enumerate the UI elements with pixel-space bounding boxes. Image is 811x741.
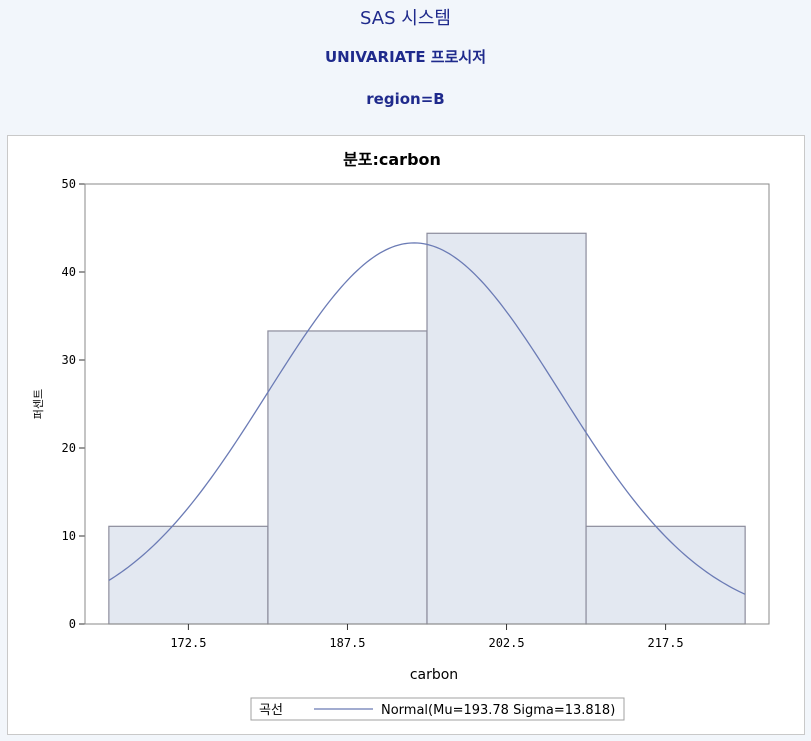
histogram-chart: 분포:carbon 0 10 20 30 40 50 172.5 187.5 202.5 217… bbox=[8, 136, 804, 734]
x-axis-label: carbon bbox=[410, 667, 458, 683]
x-axis: 172.5 187.5 202.5 217.5 bbox=[170, 624, 683, 650]
legend: 곡선 Normal(Mu=193.78 Sigma=13.818) bbox=[251, 698, 624, 720]
x-tick-label-187.5: 187.5 bbox=[329, 636, 365, 650]
y-axis: 0 10 20 30 40 50 bbox=[62, 177, 85, 631]
y-tick-label-20: 20 bbox=[62, 441, 76, 455]
x-tick-label-217.5: 217.5 bbox=[648, 636, 684, 650]
y-tick-label-10: 10 bbox=[62, 529, 76, 543]
bar-180 bbox=[268, 331, 427, 624]
procedure-title: UNIVARIATE 프로시저 bbox=[0, 46, 811, 67]
chart-title: 분포:carbon bbox=[343, 150, 441, 169]
by-group-title: region=B bbox=[0, 90, 811, 108]
y-tick-label-30: 30 bbox=[62, 353, 76, 367]
y-tick-label-40: 40 bbox=[62, 265, 76, 279]
y-tick-label-0: 0 bbox=[69, 617, 76, 631]
x-tick-label-202.5: 202.5 bbox=[488, 636, 524, 650]
y-axis-label: 퍼센트 bbox=[32, 389, 45, 419]
x-tick-label-172.5: 172.5 bbox=[170, 636, 206, 650]
y-tick-label-50: 50 bbox=[62, 177, 76, 191]
system-title: SAS 시스템 bbox=[0, 4, 811, 30]
legend-title: 곡선 bbox=[259, 703, 283, 718]
chart-panel: 분포:carbon 0 10 20 30 40 50 172.5 187.5 202.5 217… bbox=[7, 135, 805, 735]
bar-210 bbox=[586, 526, 745, 624]
bars bbox=[109, 233, 745, 624]
legend-curve-label: Normal(Mu=193.78 Sigma=13.818) bbox=[381, 703, 615, 718]
bar-195 bbox=[427, 233, 586, 624]
bar-165 bbox=[109, 526, 268, 624]
